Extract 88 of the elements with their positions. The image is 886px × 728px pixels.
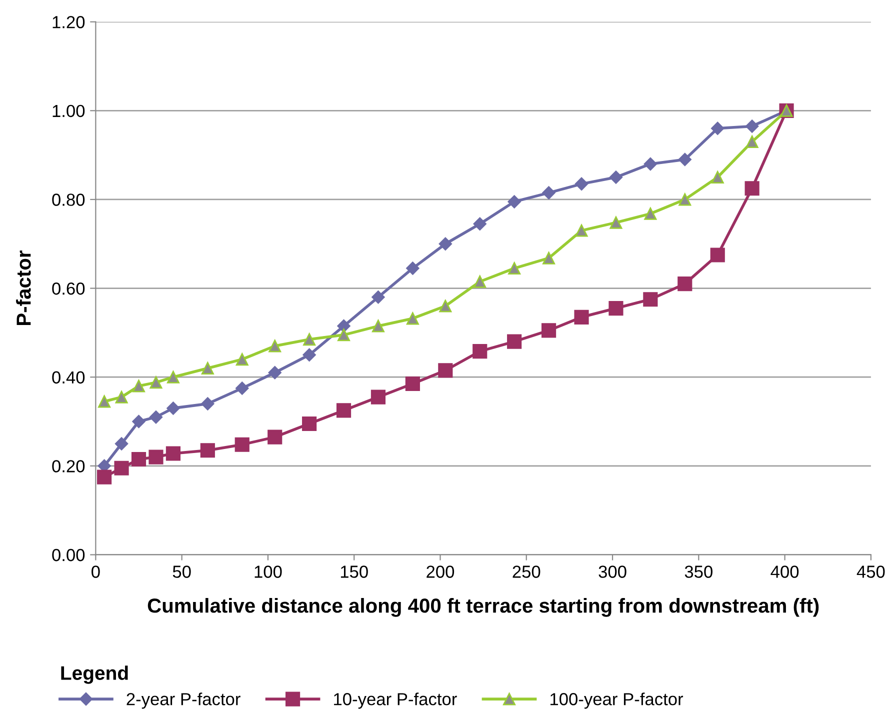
point: [609, 170, 623, 184]
point: [132, 380, 146, 392]
point: [438, 237, 452, 250]
point: [370, 390, 386, 404]
point: [336, 403, 352, 418]
legend-title: Legend: [61, 666, 128, 684]
y-tick-label: 1.00: [52, 104, 85, 118]
x-tick-label: 100: [254, 566, 282, 578]
point: [201, 397, 214, 410]
point: [166, 446, 181, 461]
point: [710, 248, 725, 262]
point: [508, 262, 521, 275]
point: [711, 171, 724, 184]
point: [200, 443, 215, 458]
point: [438, 363, 453, 378]
legend-label: 10-year P-factor: [334, 692, 457, 709]
point: [303, 333, 316, 346]
point: [372, 290, 385, 304]
point: [114, 437, 128, 450]
y-tick-label: 0.20: [52, 460, 85, 472]
y-tick-label: 0.60: [52, 282, 85, 295]
point: [472, 344, 488, 359]
point: [132, 414, 146, 428]
point: [507, 334, 522, 349]
x-tick-label: 0: [92, 566, 100, 578]
x-tick-label: 350: [684, 566, 712, 578]
point: [745, 120, 759, 133]
point: [268, 366, 282, 380]
point: [148, 450, 164, 464]
point: [405, 376, 420, 392]
point: [678, 276, 692, 292]
legend-label: 2-year P-factor: [126, 692, 240, 709]
x-tick-label: 400: [770, 566, 799, 578]
point: [338, 328, 350, 342]
legend-label: 100-year P-factor: [550, 692, 684, 709]
point: [302, 416, 317, 432]
point: [406, 312, 419, 325]
x-tick-label: 150: [340, 566, 368, 578]
point: [574, 310, 589, 324]
x-tick-label: 300: [598, 566, 626, 578]
point: [711, 122, 724, 136]
point: [644, 207, 657, 220]
point: [608, 300, 624, 316]
point: [337, 319, 350, 333]
point: [98, 395, 111, 408]
point: [643, 292, 658, 307]
point: [574, 177, 588, 191]
x-tick-label: 450: [856, 566, 885, 578]
y-tick-label: 0.80: [52, 194, 85, 206]
point: [166, 370, 180, 384]
point: [236, 353, 248, 366]
point: [302, 348, 316, 362]
y-tick-label: 0.40: [52, 371, 85, 384]
point: [474, 275, 486, 288]
point: [268, 430, 282, 444]
point: [114, 460, 129, 476]
point: [150, 376, 162, 389]
point: [508, 195, 521, 208]
point: [575, 224, 588, 237]
point: [97, 470, 112, 484]
point: [115, 390, 128, 404]
point: [678, 152, 692, 166]
point: [678, 193, 692, 206]
point: [746, 135, 758, 148]
point: [541, 323, 556, 338]
point: [268, 340, 282, 352]
point: [236, 382, 249, 395]
point: [166, 402, 180, 415]
y-tick-label: 0.00: [52, 548, 85, 562]
y-axis-title: P-factor: [16, 250, 31, 325]
point: [406, 262, 420, 275]
point: [439, 300, 452, 312]
point: [149, 410, 163, 424]
point: [372, 320, 384, 332]
point: [610, 216, 622, 229]
x-tick-label: 250: [512, 566, 540, 578]
point: [542, 252, 556, 264]
point: [234, 437, 250, 452]
y-tick-label: 1.20: [52, 16, 85, 28]
point: [473, 217, 486, 230]
point: [644, 157, 658, 171]
point: [744, 181, 760, 196]
x-axis-title: Cumulative distance along 400 ft terrace starting from downstream (ft): [148, 598, 819, 617]
point: [131, 452, 146, 467]
point: [542, 186, 556, 200]
point: [201, 362, 214, 374]
x-tick-label: 50: [172, 566, 191, 578]
x-tick-label: 200: [426, 566, 454, 578]
